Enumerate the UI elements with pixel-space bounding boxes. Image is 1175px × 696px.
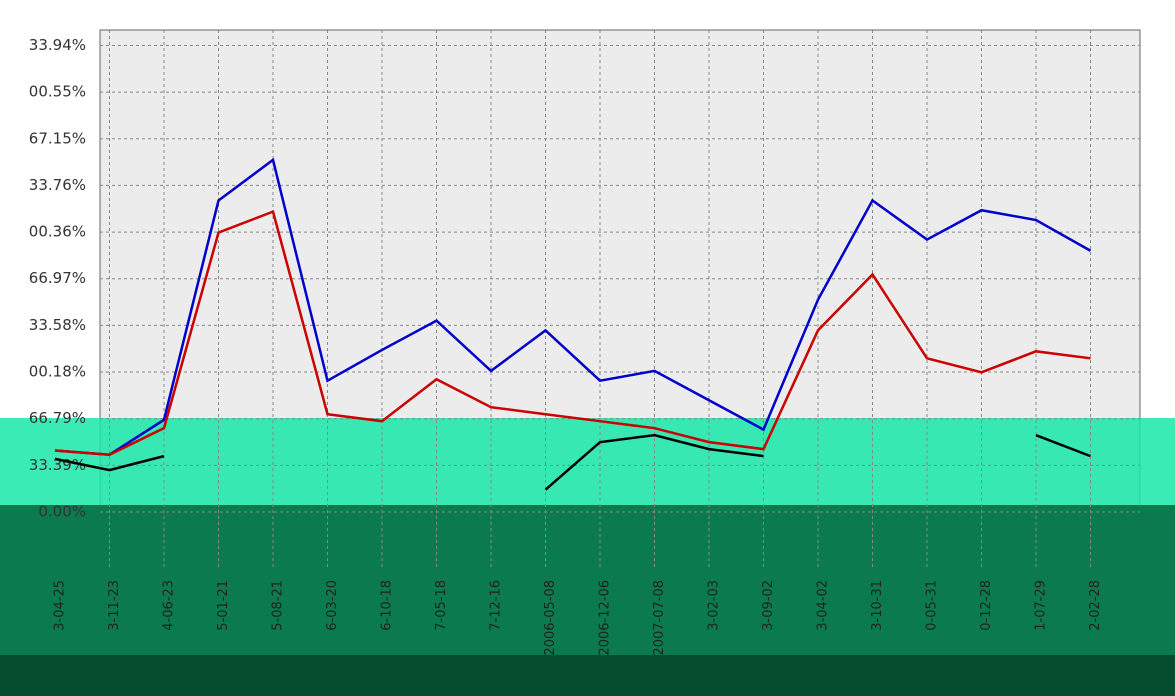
- y-tick-label: 67.15%: [29, 129, 86, 147]
- y-tick-label: 00.18%: [29, 363, 86, 381]
- x-tick-label: 5-01-21: [216, 580, 231, 631]
- y-tick-label: 33.76%: [29, 176, 86, 194]
- x-tick-label: 2006-12-06: [598, 580, 613, 656]
- x-tick-label: 4-06-23: [162, 580, 177, 631]
- glitch-band: [0, 418, 1175, 508]
- y-tick-label: 0.00%: [38, 503, 86, 521]
- x-tick-label: 7-12-16: [489, 580, 504, 631]
- y-tick-label: 33.58%: [29, 316, 86, 334]
- y-tick-label: 66.97%: [29, 269, 86, 287]
- x-tick-label: 6-10-18: [380, 580, 395, 631]
- x-tick-label: 2-02-28: [1088, 580, 1103, 631]
- x-tick-label: 3-10-31: [870, 580, 885, 631]
- x-tick-label: 3-02-03: [707, 580, 722, 631]
- y-tick-label: 33.39%: [29, 456, 86, 474]
- x-tick-label: 1-07-29: [1034, 580, 1049, 631]
- glitch-band: [0, 505, 1175, 655]
- y-tick-label: 00.36%: [29, 223, 86, 241]
- x-tick-label: 2007-07-08: [652, 580, 667, 656]
- y-tick-label: 33.94%: [29, 36, 86, 54]
- x-tick-label: 7-05-18: [434, 580, 449, 631]
- x-tick-label: 3-11-23: [107, 580, 122, 631]
- series-line: [54, 433, 1091, 491]
- x-tick-label: 0-12-28: [979, 580, 994, 631]
- y-tick-label: 00.55%: [29, 83, 86, 101]
- series-line: [54, 209, 1091, 456]
- series-line: [54, 157, 1092, 456]
- x-tick-label: 0-05-31: [925, 580, 940, 631]
- x-tick-label: 5-08-21: [271, 580, 286, 631]
- x-tick-label: 3-09-02: [761, 580, 776, 631]
- x-tick-label: 6-03-20: [325, 580, 340, 631]
- glitch-band: [0, 655, 1175, 696]
- x-tick-label: 3-04-02: [816, 580, 831, 631]
- x-tick-label: 2006-05-08: [543, 580, 558, 656]
- x-tick-label: 3-04-25: [53, 580, 68, 631]
- y-tick-label: 66.79%: [29, 409, 86, 427]
